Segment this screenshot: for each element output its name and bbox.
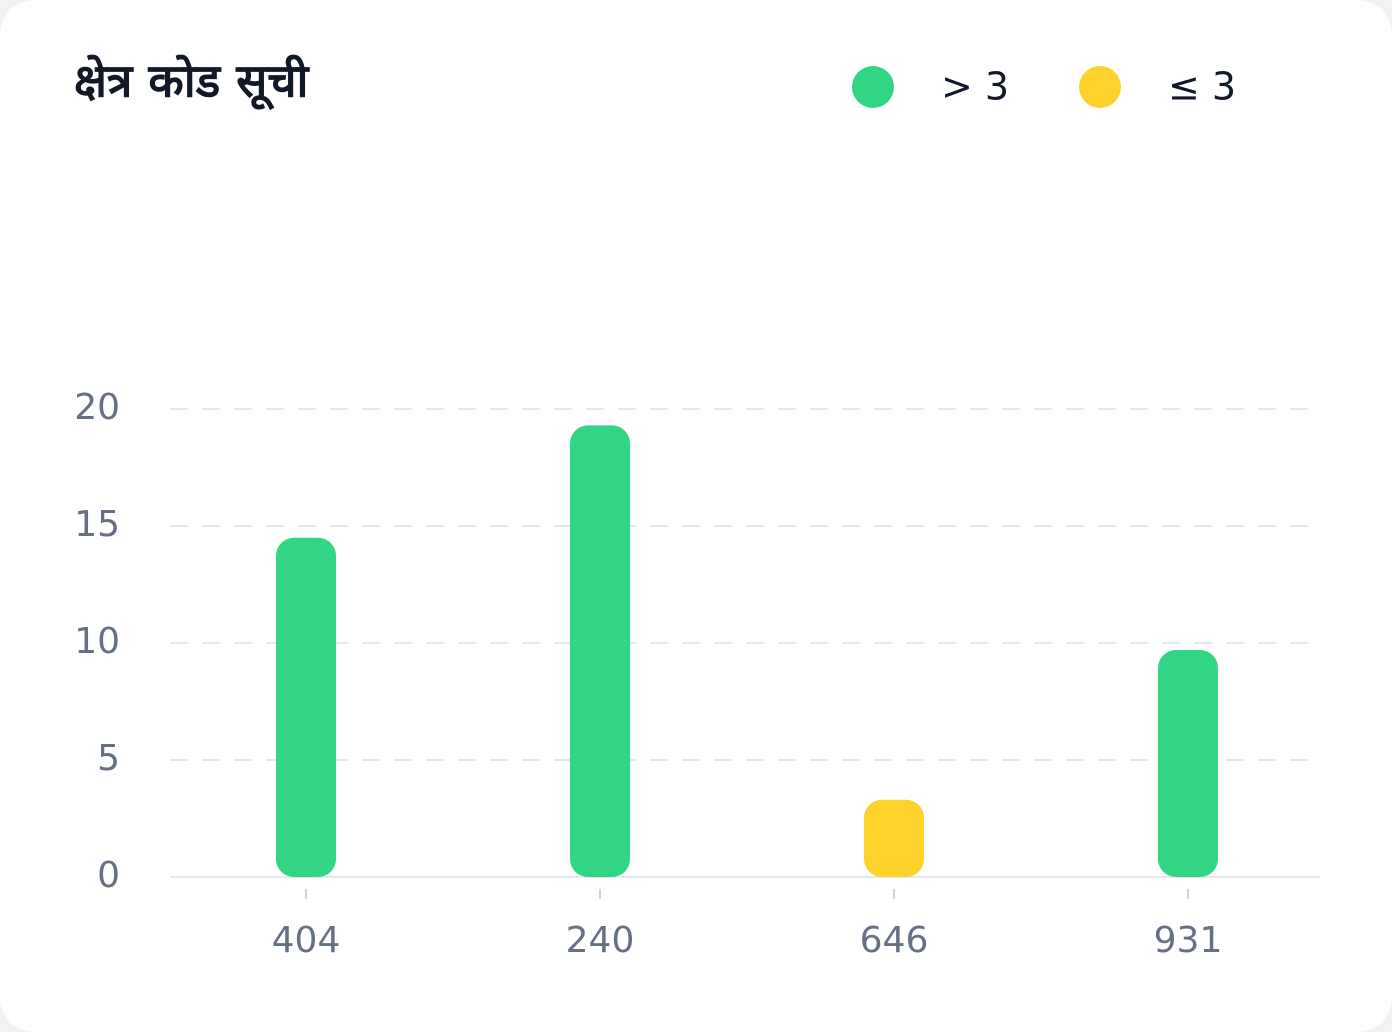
- y-tick-label: 15: [74, 504, 120, 545]
- x-tick-label: 931: [1154, 920, 1223, 961]
- x-tick-label: 404: [272, 920, 341, 961]
- x-tick-label: 240: [566, 920, 635, 961]
- y-tick-label: 20: [74, 387, 120, 428]
- bar: [276, 537, 336, 877]
- bar: [570, 425, 630, 877]
- y-tick-label: 0: [97, 855, 120, 896]
- y-tick-label: 10: [74, 621, 120, 662]
- bar: [1158, 650, 1218, 877]
- y-tick-label: 5: [97, 738, 120, 779]
- bar: [864, 799, 924, 877]
- x-tick-label: 646: [860, 920, 929, 961]
- legend-label: ≤ 3: [1168, 65, 1236, 109]
- legend-label: > 3: [941, 65, 1009, 109]
- legend-swatch: [852, 66, 894, 108]
- legend-swatch: [1079, 66, 1121, 108]
- chart-title: क्षेत्र कोड सूची: [74, 54, 311, 111]
